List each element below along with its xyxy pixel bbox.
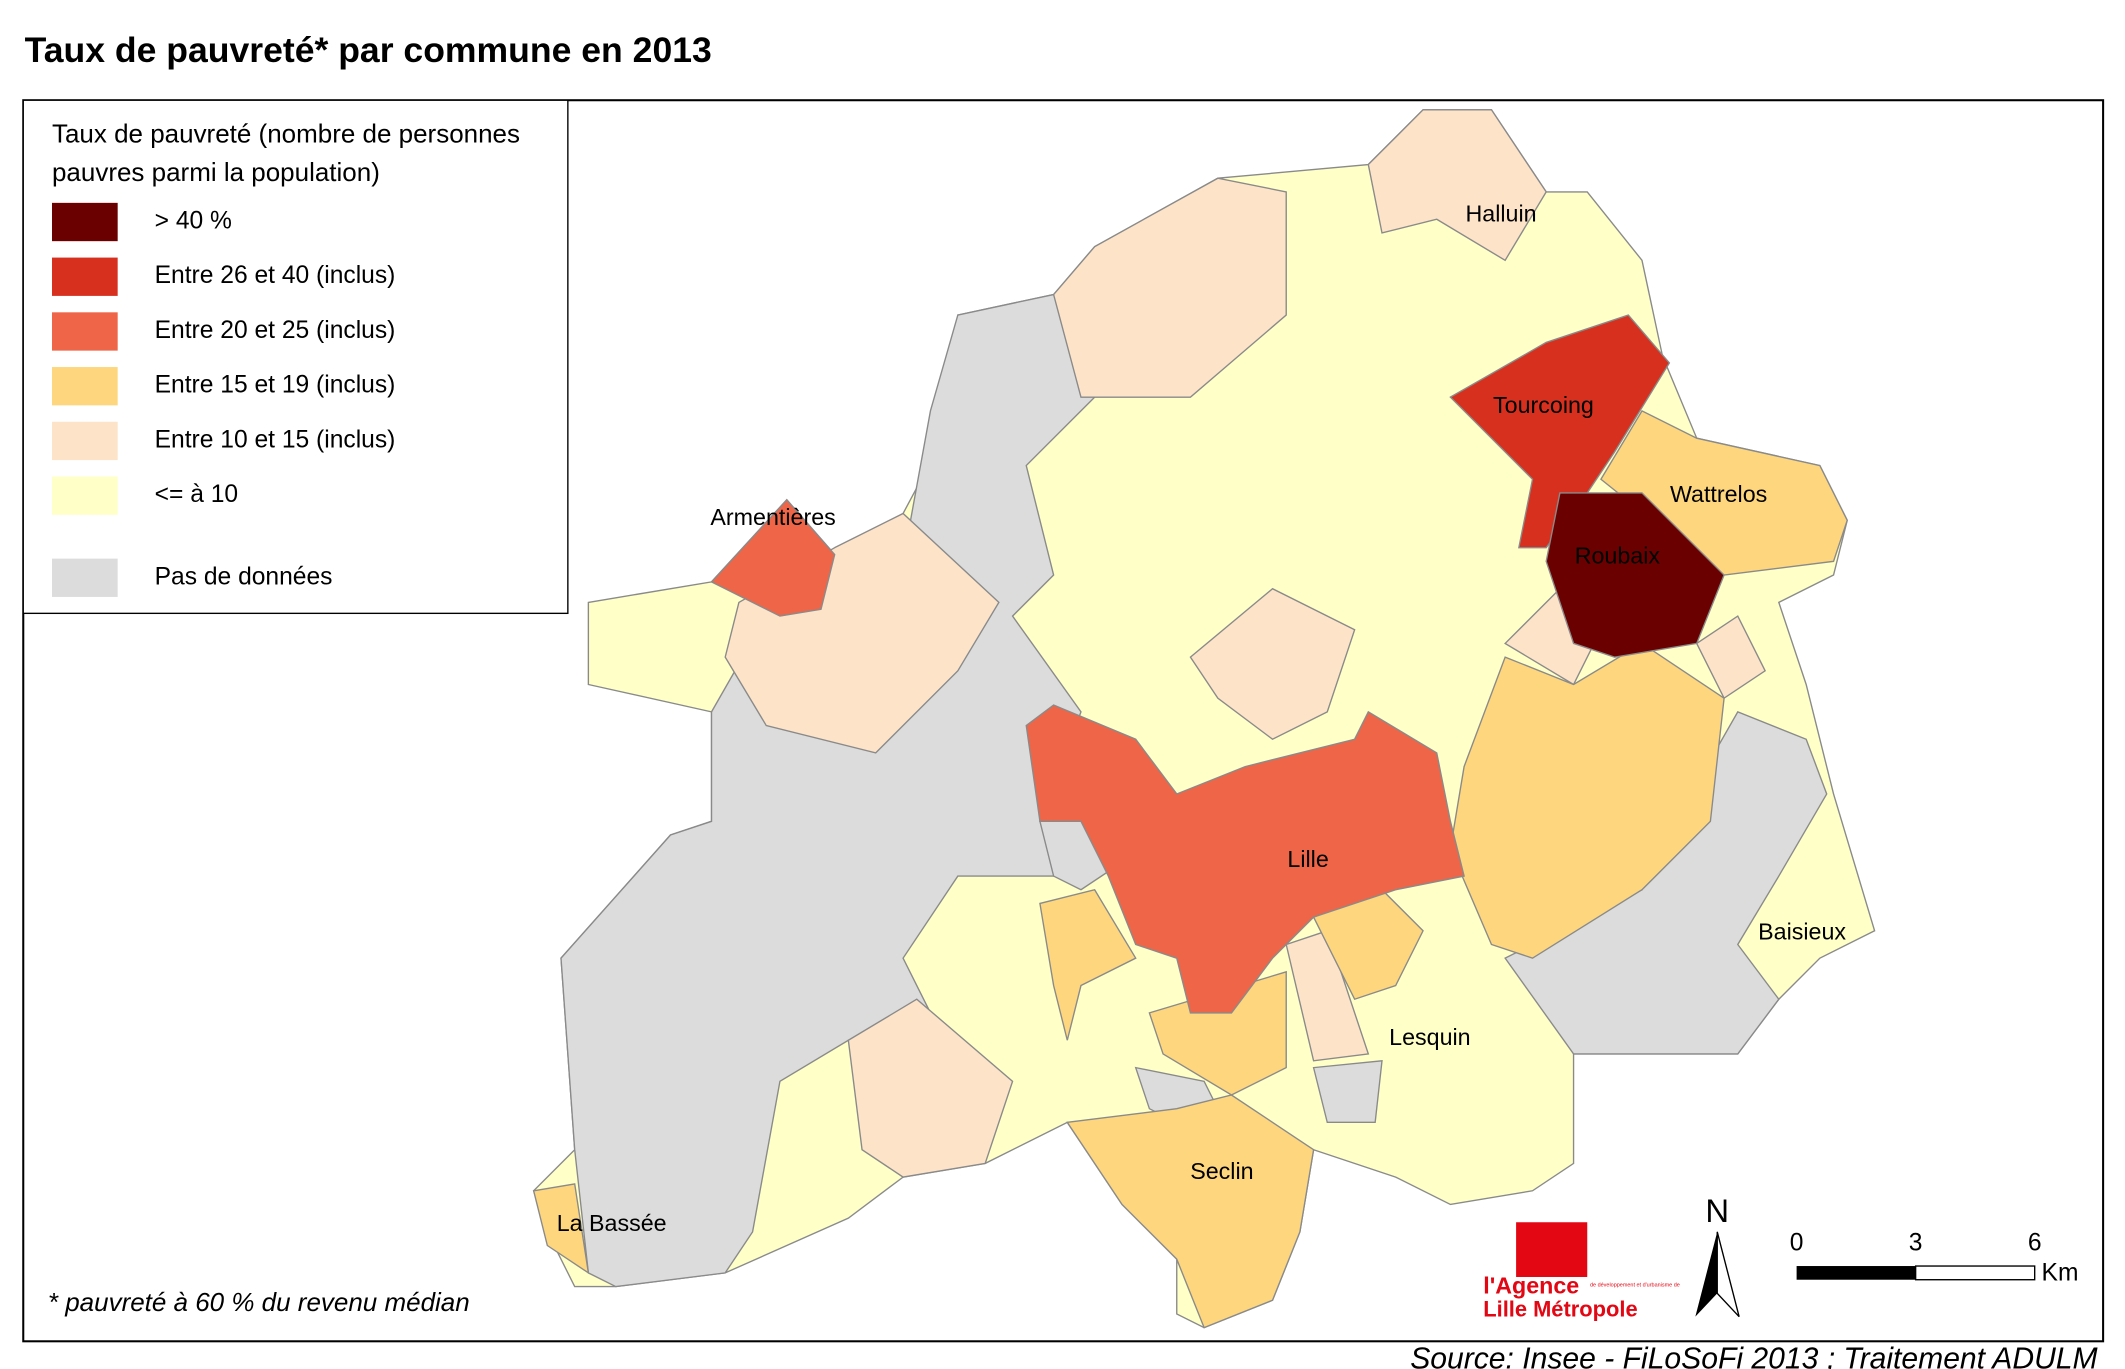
place-label: Armentières (710, 504, 835, 530)
commune (1695, 615, 1767, 700)
legend-swatch (51, 202, 118, 242)
place-label: Lille (1287, 846, 1328, 872)
legend-swatch (51, 257, 118, 296)
place-label: Halluin (1465, 200, 1536, 226)
north-arrow-right (1716, 1231, 1740, 1318)
legend-swatch (51, 476, 118, 515)
legend-label: Pas de données (155, 563, 333, 590)
logo-square (1516, 1222, 1588, 1277)
commune (1285, 929, 1370, 1062)
place-label: Roubaix (1575, 542, 1661, 568)
legend-label: Entre 26 et 40 (inclus) (155, 262, 396, 289)
legend-label: Entre 10 et 15 (inclus) (155, 426, 396, 453)
commune (710, 498, 836, 617)
place-label: Seclin (1190, 1158, 1253, 1184)
legend-label: Entre 20 et 25 (inclus) (155, 317, 396, 344)
commune (560, 293, 1110, 1288)
legend-label: <= à 10 (155, 481, 238, 508)
commune (1052, 177, 1287, 398)
scale-label: 3 (1909, 1230, 1923, 1257)
legend-swatch (51, 421, 118, 461)
logo-text: Lille Métropole (1483, 1297, 1637, 1322)
commune (1504, 711, 1828, 1055)
commune (532, 1183, 590, 1275)
commune (1148, 970, 1287, 1096)
scale-segment (1796, 1266, 1916, 1280)
logo-text: l'Agence (1483, 1272, 1579, 1298)
legend-swatch (51, 312, 118, 351)
legend-title: Taux de pauvreté (nombre de personnes (52, 119, 520, 149)
logo: l'Agence de développement et d'urbanisme… (1483, 1222, 1680, 1322)
logo-small: de développement et d'urbanisme de (1590, 1283, 1680, 1289)
source: Source: Insee - FiLoSoFi 2013 ; Traiteme… (1410, 1342, 2098, 1369)
commune (1545, 492, 1725, 658)
north-label: N (1705, 1192, 1729, 1229)
legend-label: > 40 % (155, 208, 232, 235)
place-labels: Halluin Tourcoing Wattrelos Roubaix Armentiè… (557, 200, 1847, 1236)
commune (1189, 587, 1356, 741)
legend-box (22, 99, 569, 615)
scale-segment (1914, 1265, 2036, 1281)
scale-label: 6 (2028, 1230, 2042, 1257)
commune (1312, 1060, 1383, 1124)
regions (532, 109, 1876, 1329)
title: Taux de pauvreté* par commune en 2013 (25, 30, 712, 70)
commune (1449, 642, 1725, 959)
place-label: Baisieux (1758, 919, 1846, 945)
scale-unit: Km (2042, 1260, 2079, 1287)
scale-label: 0 (1790, 1230, 1804, 1257)
footnote: * pauvreté à 60 % du revenu médian (48, 1287, 470, 1317)
legend-label: Entre 15 et 19 (inclus) (155, 372, 396, 399)
legend-swatch (51, 558, 118, 597)
legend-title: pauvres parmi la population) (52, 157, 380, 187)
scale-bar: 0 3 6 Km (1790, 1230, 2079, 1287)
commune (847, 998, 1014, 1178)
legend: Taux de pauvreté (nombre de personnes pa… (51, 119, 520, 597)
place-label: La Bassée (557, 1210, 667, 1236)
place-label: Wattrelos (1670, 481, 1767, 507)
legend-swatch (51, 367, 118, 406)
place-label: Lesquin (1389, 1024, 1470, 1050)
commune (1039, 888, 1137, 1041)
commune (1066, 1094, 1315, 1329)
commune (1025, 704, 1465, 1014)
place-label: Tourcoing (1493, 392, 1594, 418)
commune (1367, 109, 1548, 262)
